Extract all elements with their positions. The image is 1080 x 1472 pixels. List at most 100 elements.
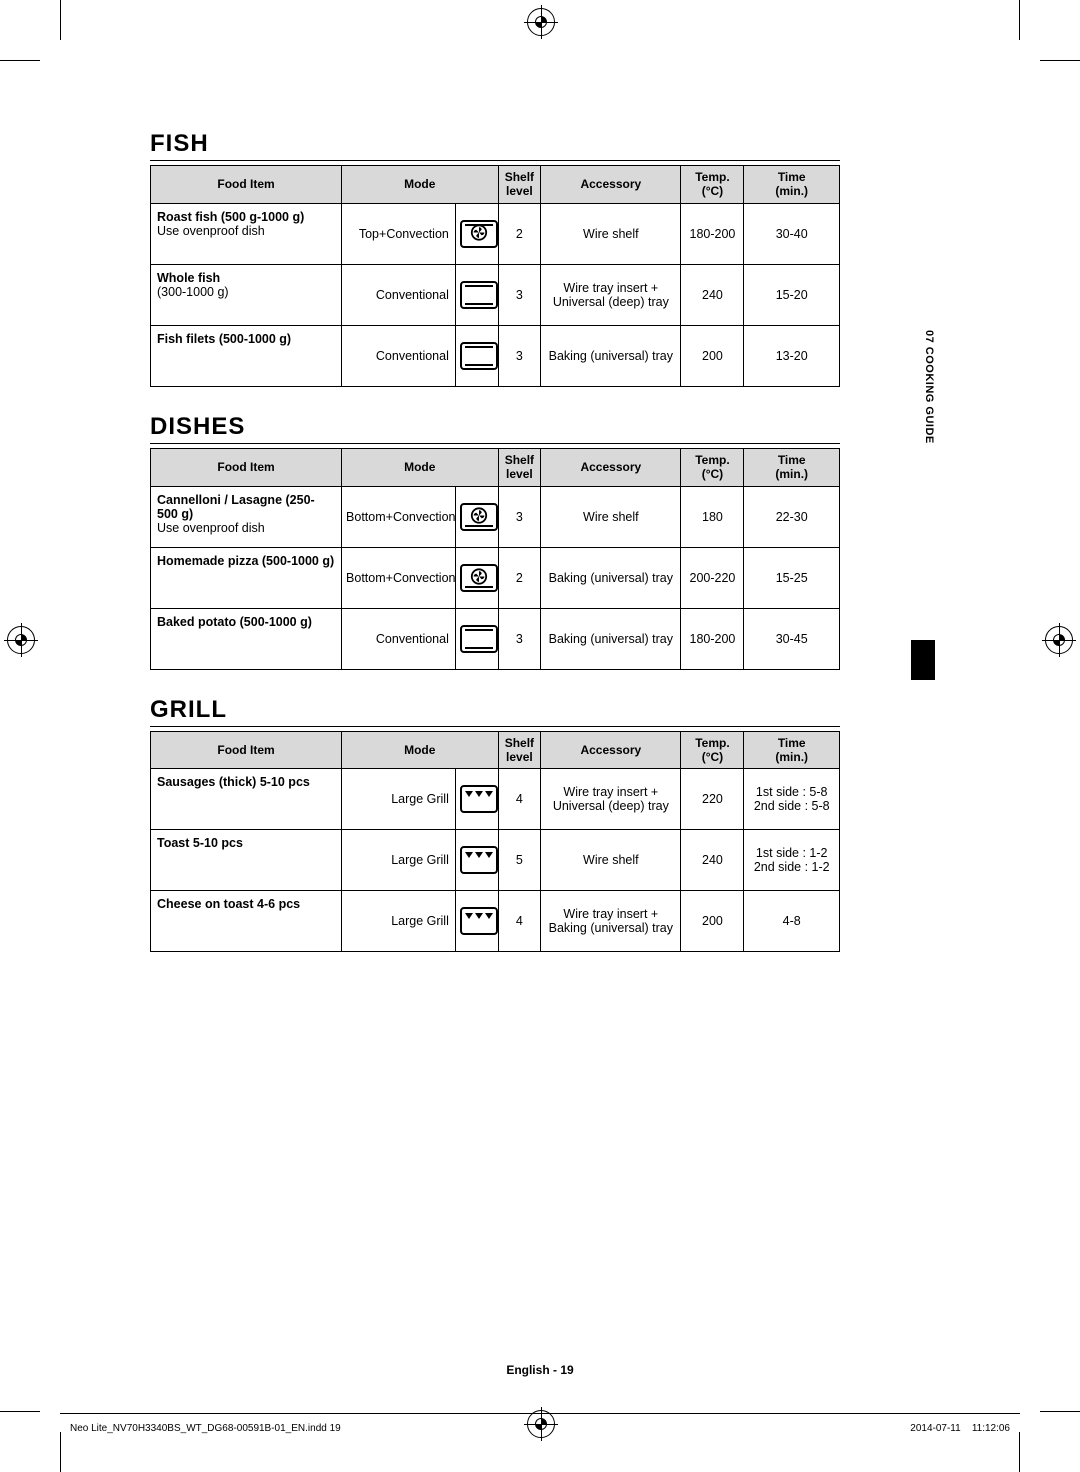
col-accessory: Accessory [541,448,681,486]
cooking-table: Food ItemModeShelflevelAccessoryTemp.(°C… [150,731,840,953]
col-food: Food Item [151,731,342,769]
cell-mode-icon [455,769,498,830]
cell-time: 13-20 [744,325,840,386]
cell-mode-icon [455,891,498,952]
cell-mode-text: Conventional [342,608,456,669]
section-title: DISHES [150,413,840,444]
footer-divider [60,1413,1020,1414]
cell-mode-text: Bottom+Convection [342,486,456,547]
food-note: Use ovenproof dish [157,521,265,535]
col-shelf: Shelflevel [498,166,541,204]
food-name: Toast 5-10 pcs [157,836,243,850]
cell-temp: 220 [681,769,744,830]
col-food: Food Item [151,166,342,204]
cell-temp: 200 [681,325,744,386]
footer-timestamp: 2014-07-11 11:12:06 [910,1423,1010,1434]
cell-temp: 180-200 [681,608,744,669]
food-name: Homemade pizza (500-1000 g) [157,554,334,568]
registration-mark-icon [7,626,35,654]
cell-mode-text: Conventional [342,325,456,386]
cooking-table: Food ItemModeShelflevelAccessoryTemp.(°C… [150,165,840,387]
cell-mode-text: Large Grill [342,830,456,891]
cell-temp: 200 [681,891,744,952]
cell-mode-text: Conventional [342,264,456,325]
cell-temp: 200-220 [681,547,744,608]
bottom-convection-icon [460,503,498,531]
col-mode: Mode [342,448,498,486]
table-row: Cannelloni / Lasagne (250-500 g)Use oven… [151,486,840,547]
crop-mark [60,0,61,40]
cell-temp: 180 [681,486,744,547]
top-convection-icon [460,220,498,248]
col-time: Time(min.) [744,448,840,486]
conventional-icon [460,281,498,309]
col-shelf: Shelflevel [498,448,541,486]
cell-shelf: 4 [498,891,541,952]
footer-page: English - 19 [0,1363,1080,1377]
col-time: Time(min.) [744,731,840,769]
col-accessory: Accessory [541,166,681,204]
cell-food: Baked potato (500-1000 g) [151,608,342,669]
col-time: Time(min.) [744,166,840,204]
registration-mark-icon [527,1410,555,1438]
cell-shelf: 3 [498,608,541,669]
footer-date: 2014-07-11 [910,1423,960,1434]
col-food: Food Item [151,448,342,486]
cell-food: Cheese on toast 4-6 pcs [151,891,342,952]
large-grill-icon [460,785,498,813]
cell-accessory: Baking (universal) tray [541,325,681,386]
table-row: Sausages (thick) 5-10 pcsLarge Grill4Wir… [151,769,840,830]
cell-time: 1st side : 1-22nd side : 1-2 [744,830,840,891]
table-header-row: Food ItemModeShelflevelAccessoryTemp.(°C… [151,448,840,486]
table-row: Roast fish (500 g-1000 g)Use ovenproof d… [151,203,840,264]
food-name: Roast fish (500 g-1000 g) [157,210,304,224]
cell-time: 22-30 [744,486,840,547]
cell-time: 30-40 [744,203,840,264]
cell-shelf: 3 [498,325,541,386]
cell-food: Roast fish (500 g-1000 g)Use ovenproof d… [151,203,342,264]
bottom-convection-icon [460,564,498,592]
footer-pagenum: 19 [560,1363,573,1377]
cell-accessory: Wire shelf [541,830,681,891]
cell-shelf: 5 [498,830,541,891]
large-grill-icon [460,846,498,874]
section-title: GRILL [150,696,840,727]
cell-mode-icon [455,547,498,608]
footer-time: 11:12:06 [972,1423,1010,1434]
food-name: Fish filets (500-1000 g) [157,332,291,346]
crop-mark [0,1411,40,1412]
cell-accessory: Wire tray insert +Universal (deep) tray [541,769,681,830]
table-row: Toast 5-10 pcs Large Grill 5Wire shelf2401… [151,830,840,891]
col-temp: Temp.(°C) [681,166,744,204]
cell-time: 1st side : 5-82nd side : 5-8 [744,769,840,830]
cell-time: 4-8 [744,891,840,952]
food-note: Use ovenproof dish [157,224,265,238]
food-name: Whole fish [157,271,220,285]
table-row: Cheese on toast 4-6 pcsLarge Grill4Wire … [151,891,840,952]
cell-temp: 240 [681,264,744,325]
conventional-icon [460,342,498,370]
cell-mode-text: Top+Convection [342,203,456,264]
cell-accessory: Wire tray insert +Universal (deep) tray [541,264,681,325]
cell-mode-icon [455,325,498,386]
crop-mark [0,60,40,61]
cell-food: Toast 5-10 pcs [151,830,342,891]
cell-temp: 240 [681,830,744,891]
food-name: Sausages (thick) 5-10 pcs [157,775,310,789]
cell-shelf: 4 [498,769,541,830]
cell-accessory: Wire tray insert +Baking (universal) tra… [541,891,681,952]
cell-mode-icon [455,203,498,264]
cell-time: 15-25 [744,547,840,608]
cell-accessory: Baking (universal) tray [541,608,681,669]
cell-accessory: Baking (universal) tray [541,547,681,608]
cell-mode-text: Bottom+Convection [342,547,456,608]
footer-file: Neo Lite_NV70H3340BS_WT_DG68-00591B-01_E… [70,1423,341,1434]
cell-accessory: Wire shelf [541,486,681,547]
cell-mode-icon [455,830,498,891]
col-accessory: Accessory [541,731,681,769]
cell-shelf: 3 [498,264,541,325]
cooking-table: Food ItemModeShelflevelAccessoryTemp.(°C… [150,448,840,670]
cell-mode-icon [455,608,498,669]
table-row: Homemade pizza (500-1000 g) Bottom+Convec… [151,547,840,608]
cell-temp: 180-200 [681,203,744,264]
